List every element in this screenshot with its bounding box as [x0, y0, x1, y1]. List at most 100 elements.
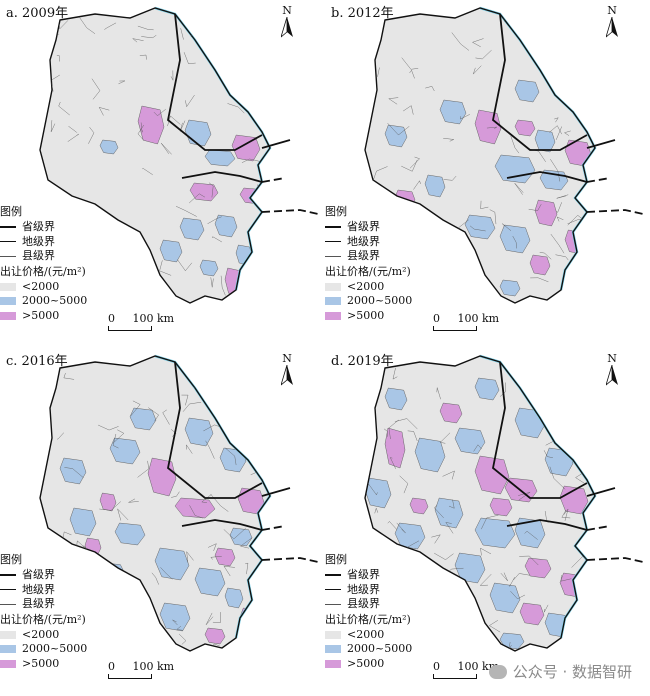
region-mid-price [154, 547, 190, 581]
county-boundary [561, 510, 571, 519]
region-outline [364, 7, 596, 304]
county-boundary [413, 180, 421, 190]
county-boundary [394, 418, 418, 430]
legend-class-mid-label: 2000~5000 [22, 294, 88, 308]
county-boundary [162, 409, 170, 425]
county-boundary [439, 432, 451, 444]
legend-class-high: >5000 [0, 309, 87, 324]
county-boundary [119, 285, 129, 297]
county-boundary [176, 625, 183, 631]
county-boundary [568, 417, 584, 429]
region-mid-price [454, 427, 486, 455]
county-boundary [40, 29, 60, 35]
county-boundary [159, 260, 172, 276]
region-mid-price [384, 124, 408, 148]
region-mid-price [184, 417, 214, 447]
county-boundary [550, 233, 565, 254]
province-boundary [492, 361, 588, 499]
legend-price-title: 出让价格/(元/m²) [0, 264, 86, 278]
province-boundary [586, 557, 644, 563]
legend-county: 县级界 [325, 249, 412, 264]
county-boundary [78, 15, 96, 34]
region-mid-price [69, 507, 97, 537]
swatch-mid [325, 297, 341, 306]
county-boundary [225, 447, 237, 466]
region-high-price [204, 627, 226, 645]
north-label: N [282, 352, 292, 365]
legend-county-label: 县级界 [22, 249, 55, 263]
legend-prefecture: 地级界 [325, 583, 412, 598]
region-mid-price [99, 139, 119, 155]
county-boundary [102, 233, 122, 254]
region-high-price [474, 109, 502, 145]
region-mid-price [534, 129, 556, 153]
county-boundary [434, 505, 444, 519]
county-boundary [513, 573, 530, 581]
region-high-price [439, 402, 463, 424]
legend-county-label: 县级界 [22, 597, 55, 611]
province-line-icon [0, 226, 16, 229]
county-boundary [170, 70, 174, 81]
legend-class-low: <2000 [0, 628, 87, 643]
county-boundary [151, 572, 159, 585]
county-boundary [407, 430, 418, 442]
north-label: N [607, 4, 617, 17]
region-high-price [99, 492, 117, 512]
county-boundary [554, 117, 559, 123]
county-boundary [234, 81, 247, 91]
province-boundary [261, 209, 319, 215]
swatch-mid [0, 645, 16, 654]
region-mid-price [199, 259, 219, 277]
map-canvas [364, 354, 644, 652]
region-mid-price [159, 239, 183, 263]
county-boundary [223, 566, 235, 577]
scale-bar: 0 100 km [433, 312, 500, 331]
county-boundary [171, 491, 180, 498]
county-boundary [564, 411, 583, 419]
county-boundary [443, 138, 455, 142]
county-boundary [448, 567, 464, 572]
county-boundary [205, 612, 214, 625]
county-boundary [241, 158, 261, 163]
county-boundary [489, 209, 497, 225]
county-boundary [223, 527, 247, 540]
province-boundary [261, 177, 286, 183]
legend-class-high-label: >5000 [22, 308, 60, 322]
county-boundary [177, 259, 193, 272]
swatch-high [325, 659, 341, 668]
county-boundary [137, 25, 154, 31]
county-boundary [148, 407, 159, 422]
region-mid-price [109, 437, 141, 465]
region-mid-price [499, 224, 531, 254]
legend-province: 省级界 [325, 568, 412, 583]
province-boundary [506, 519, 588, 531]
county-boundary [139, 584, 142, 601]
region-mid-price [464, 214, 496, 240]
legend: 图例 省级界 地级界 县级界 出让价格/(元/m²) <2000 2000~50… [0, 204, 87, 323]
legend-class-high-label: >5000 [347, 308, 385, 322]
scale-bar: 0 100 km [108, 660, 174, 679]
county-boundary [392, 367, 398, 380]
county-boundary [555, 254, 569, 261]
county-boundary [518, 491, 531, 501]
county-boundary [383, 428, 388, 437]
panel-title: c. 2016年 [6, 354, 68, 369]
legend-province: 省级界 [0, 220, 87, 235]
county-boundary [543, 450, 553, 458]
county-boundary [254, 392, 265, 402]
prefecture-line-icon [325, 589, 341, 591]
county-boundary [179, 120, 186, 132]
province-line-icon [325, 574, 341, 577]
legend-class-high-label: >5000 [22, 656, 60, 670]
swatch-high [0, 311, 16, 320]
county-boundary [140, 122, 143, 133]
region-mid-price [99, 562, 125, 580]
legend-class-low: <2000 [325, 628, 412, 643]
legend-county: 县级界 [0, 249, 87, 264]
legend-prefecture-label: 地级界 [347, 234, 380, 248]
legend-province: 省级界 [0, 568, 87, 583]
county-boundary [212, 612, 221, 623]
county-boundary [550, 159, 561, 182]
county-boundary [480, 200, 489, 209]
scale-label: 0 100 km [433, 312, 500, 325]
